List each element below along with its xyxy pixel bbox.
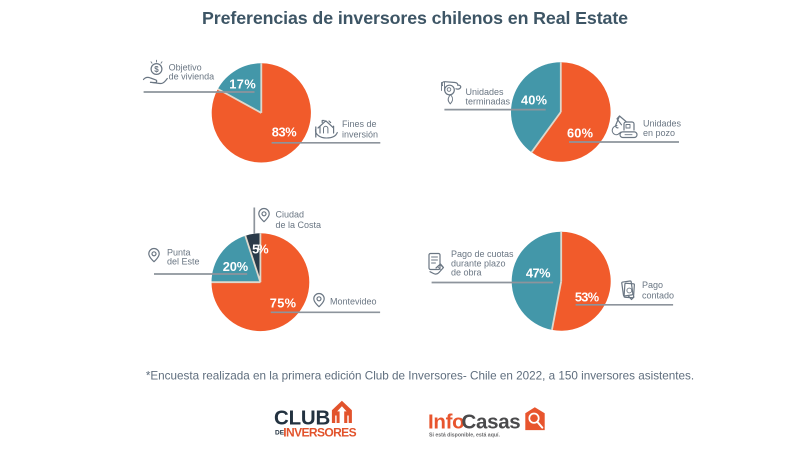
svg-text:53%: 53%	[575, 290, 600, 305]
svg-text:terminadas: terminadas	[466, 96, 511, 106]
svg-text:75%: 75%	[270, 296, 297, 311]
svg-text:Pago: Pago	[642, 280, 663, 290]
svg-text:83%: 83%	[272, 125, 298, 140]
svg-text:Casas: Casas	[462, 410, 521, 433]
svg-text:60%: 60%	[567, 126, 594, 141]
svg-text:Preferencias de inversores chi: Preferencias de inversores chilenos en R…	[202, 8, 628, 28]
svg-text:20%: 20%	[223, 259, 249, 274]
svg-text:5%: 5%	[252, 241, 269, 256]
svg-text:47%: 47%	[526, 266, 551, 281]
svg-text:INVERSORES: INVERSORES	[283, 425, 356, 439]
svg-text:durante plazo: durante plazo	[451, 258, 506, 268]
svg-text:Punta: Punta	[167, 248, 191, 258]
svg-text:Pago de cuotas: Pago de cuotas	[451, 249, 514, 259]
svg-text:Info: Info	[428, 410, 464, 433]
svg-text:Unidades: Unidades	[643, 119, 682, 129]
svg-text:Ciudad: Ciudad	[276, 210, 305, 220]
svg-text:del Este: del Este	[167, 257, 200, 267]
svg-text:de obra: de obra	[451, 268, 482, 278]
svg-text:$: $	[154, 65, 159, 74]
svg-text:contado: contado	[642, 291, 674, 301]
svg-text:Montevideo: Montevideo	[330, 297, 377, 307]
svg-text:DE: DE	[275, 430, 285, 437]
svg-text:17%: 17%	[229, 77, 256, 92]
svg-text:en pozo: en pozo	[643, 128, 675, 138]
svg-text:40%: 40%	[521, 93, 548, 108]
svg-text:Objetivo: Objetivo	[169, 62, 202, 72]
svg-text:de vivienda: de vivienda	[169, 71, 215, 81]
svg-text:de la Costa: de la Costa	[276, 220, 322, 230]
svg-text:Unidades: Unidades	[466, 87, 505, 97]
svg-text:CLUB: CLUB	[274, 407, 330, 430]
svg-text:inversión: inversión	[342, 129, 378, 139]
svg-text:Si está disponible, está aquí.: Si está disponible, está aquí.	[429, 433, 500, 439]
svg-text:Fines de: Fines de	[342, 119, 377, 129]
svg-text:*Encuesta realizada en la prim: *Encuesta realizada en la primera edició…	[146, 370, 694, 383]
